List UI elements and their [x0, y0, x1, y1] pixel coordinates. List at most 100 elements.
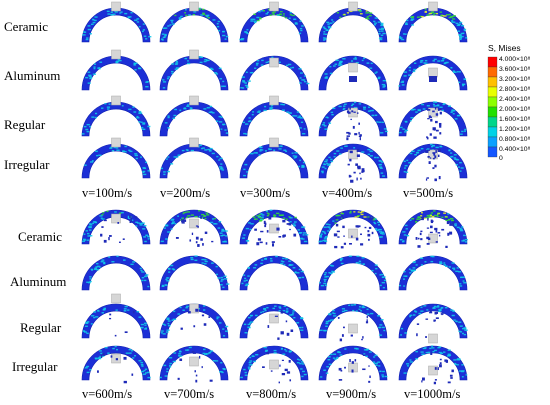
stress-speckle	[138, 110, 142, 113]
fragment	[371, 231, 374, 235]
stress-speckle	[353, 101, 357, 104]
fragment	[361, 169, 365, 173]
stress-speckle	[454, 363, 457, 366]
stress-speckle	[103, 262, 106, 265]
stress-speckle	[246, 171, 249, 173]
stress-speckle	[451, 20, 454, 22]
stress-speckle	[112, 13, 116, 15]
stress-speckle	[113, 146, 116, 149]
stress-speckle	[206, 214, 210, 216]
stress-speckle	[437, 305, 440, 307]
stress-speckle	[107, 352, 110, 354]
stress-speckle	[182, 212, 185, 215]
stress-speckle	[101, 107, 104, 109]
stress-speckle	[373, 356, 376, 358]
stress-speckle	[342, 108, 345, 111]
fragment	[414, 218, 417, 222]
stress-speckle	[417, 216, 421, 218]
stress-speckle	[447, 213, 450, 215]
arch-cell	[159, 1, 229, 43]
stress-speckle	[322, 122, 326, 124]
stress-speckle	[249, 322, 251, 324]
stress-speckle	[188, 14, 191, 16]
legend-tick: 0.400×10⁸	[499, 146, 531, 153]
stress-speckle	[327, 359, 331, 361]
stress-speckle	[147, 238, 150, 240]
stress-speckle	[463, 130, 467, 132]
stress-speckle	[404, 23, 408, 25]
stress-speckle	[187, 215, 191, 217]
stress-speckle	[244, 332, 248, 334]
stress-speckle	[420, 264, 424, 266]
stress-speckle	[413, 314, 416, 316]
stress-speckle	[464, 241, 467, 243]
stress-speckle	[344, 348, 347, 350]
stress-speckle	[185, 14, 188, 17]
fragment	[354, 359, 357, 362]
stress-speckle	[132, 261, 136, 263]
stress-speckle	[95, 266, 98, 268]
stress-speckle	[289, 221, 292, 223]
stress-speckle	[458, 81, 461, 84]
stress-speckle	[408, 74, 412, 76]
stress-speckle	[88, 75, 92, 78]
stress-speckle	[431, 11, 435, 13]
stress-speckle	[86, 130, 90, 133]
fragment	[267, 325, 270, 328]
stress-speckle	[83, 125, 87, 128]
fragment	[430, 225, 433, 229]
stress-speckle	[260, 262, 263, 265]
stress-speckle	[447, 354, 450, 357]
stress-speckle	[143, 236, 147, 238]
stress-speckle	[296, 322, 300, 324]
stress-speckle	[302, 370, 305, 373]
stress-speckle	[220, 280, 223, 282]
stress-speckle	[447, 349, 451, 351]
stress-speckle	[461, 35, 464, 38]
stress-speckle	[122, 150, 126, 153]
stress-speckle	[198, 56, 202, 58]
stress-speckle	[337, 351, 340, 353]
stress-speckle	[243, 168, 246, 171]
stress-speckle	[333, 315, 337, 317]
stress-speckle	[204, 259, 207, 261]
stress-speckle	[175, 156, 179, 158]
stress-speckle	[246, 86, 249, 88]
fragment	[365, 321, 369, 324]
stress-speckle	[250, 364, 253, 366]
stress-speckle	[253, 267, 257, 269]
stress-speckle	[456, 364, 459, 366]
fragment	[181, 220, 184, 223]
fragment	[346, 137, 349, 141]
stress-speckle	[263, 307, 267, 310]
stress-speckle	[138, 112, 143, 114]
stress-speckle	[89, 235, 93, 237]
stress-speckle	[464, 128, 467, 131]
arch-cell	[81, 95, 151, 137]
arch-ring	[318, 255, 388, 291]
stress-speckle	[406, 159, 409, 162]
stress-speckle	[323, 231, 326, 233]
fragment	[290, 329, 294, 332]
stress-speckle	[375, 71, 378, 73]
fragment	[433, 320, 436, 322]
stress-speckle	[292, 155, 296, 157]
arch-cell	[318, 143, 388, 183]
stress-speckle	[461, 376, 464, 378]
stress-speckle	[291, 66, 295, 69]
stress-speckle	[426, 309, 429, 311]
stress-speckle	[114, 11, 118, 13]
stress-speckle	[161, 285, 165, 288]
stress-speckle	[106, 210, 109, 213]
stress-speckle	[424, 8, 427, 10]
stress-speckle	[332, 107, 336, 110]
stress-speckle	[85, 230, 88, 232]
fragment	[208, 316, 211, 318]
stress-speckle	[136, 21, 140, 23]
fragment	[416, 333, 418, 337]
fragment	[101, 226, 104, 228]
row-label-aluminum: Aluminum	[10, 274, 66, 289]
stress-speckle	[222, 234, 226, 236]
stress-speckle	[203, 215, 207, 217]
stress-speckle	[325, 29, 329, 31]
